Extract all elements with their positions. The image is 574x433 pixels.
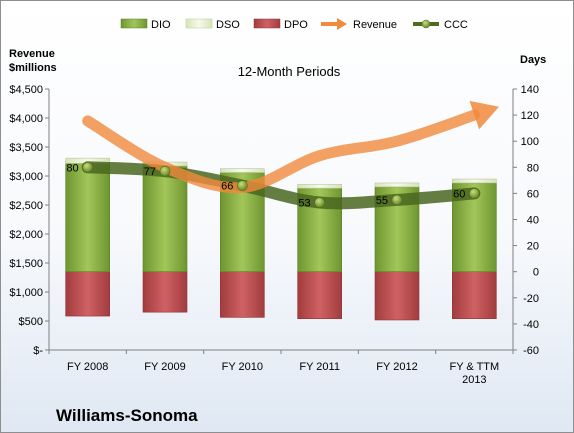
bar-dpo [220, 271, 265, 318]
axes-layer: $- $500 $1,000 $1,500 $2,000 $2,500 $3,000 $3,5… [9, 84, 539, 386]
bar-dpo [452, 271, 497, 319]
right-tick-label: 60 [527, 188, 539, 200]
bars-layer [65, 157, 497, 321]
bar-dso [374, 182, 420, 188]
left-tick-label: $3,000 [9, 171, 43, 183]
legend-label-dpo: DPO [284, 19, 308, 31]
ccc-data-label: 80 [66, 162, 78, 174]
left-tick-label: $- [33, 345, 43, 357]
company-name: Williams-Sonoma [56, 406, 198, 425]
x-category-label: FY 2008 [67, 361, 108, 373]
ccc-data-label: 77 [144, 166, 156, 178]
right-tick-label: 100 [521, 136, 539, 148]
legend-label-dso: DSO [216, 19, 240, 31]
legend-swatch-ccc [413, 19, 439, 29]
x-category-label: FY 2012 [376, 361, 417, 373]
ccc-data-label: 66 [221, 181, 233, 193]
revenue-line [82, 109, 480, 194]
legend-swatch-dio [120, 18, 148, 29]
right-tick-label: 0 [533, 267, 539, 279]
labels-layer: 80 77 66 53 55 60 [66, 162, 480, 210]
bar-dpo [65, 271, 110, 317]
right-tick-label: 120 [521, 110, 539, 122]
x-category-label: FY 2009 [144, 361, 185, 373]
right-tick-label: 40 [527, 215, 539, 227]
ccc-point [159, 165, 171, 177]
right-axis-title: Days [520, 54, 546, 66]
left-tick-label: $2,500 [9, 200, 43, 212]
bar-dso [297, 183, 342, 189]
left-tick-label: $2,000 [9, 229, 43, 241]
bar-dpo [374, 271, 420, 321]
bar-dso [220, 168, 265, 173]
ccc-data-label: 55 [376, 195, 388, 207]
left-tick-label: $4,500 [9, 84, 43, 96]
ccc-data-label: 60 [453, 188, 465, 200]
legend-label-ccc: CCC [444, 19, 468, 31]
left-tick-label: $3,500 [9, 142, 43, 154]
x-category-label-line2: 2013 [462, 374, 486, 386]
right-tick-label: -40 [523, 319, 539, 331]
x-category-label: FY & TTM [449, 361, 499, 373]
left-axis-title-line2: $millions [9, 62, 57, 74]
left-tick-label: $1,000 [9, 287, 43, 299]
ccc-point [82, 162, 93, 173]
ccc-line [81, 161, 481, 210]
ccc-point [237, 180, 248, 191]
left-tick-label: $1,500 [9, 258, 43, 270]
bar-dpo [142, 271, 188, 313]
legend: DIO DSO DPO Revenue CCC [120, 18, 468, 31]
left-axis-title-line1: Revenue [9, 48, 55, 60]
left-tick-label: $4,000 [9, 113, 43, 125]
bar-dio [142, 165, 188, 272]
chart-subtitle: 12-Month Periods [238, 64, 341, 79]
x-category-label: FY 2010 [222, 361, 263, 373]
x-category-label: FY 2011 [299, 361, 340, 373]
ccc-data-label: 53 [298, 198, 310, 210]
lines-layer [81, 100, 499, 210]
legend-swatch-dpo [253, 18, 281, 29]
bar-dio [65, 163, 110, 272]
right-tick-label: 80 [527, 162, 539, 174]
right-tick-label: -20 [523, 293, 539, 305]
right-tick-label: 140 [521, 84, 539, 96]
right-tick-label: -60 [523, 345, 539, 357]
right-tick-label: 20 [527, 241, 539, 253]
ccc-point [314, 197, 325, 208]
legend-label-dio: DIO [151, 19, 171, 31]
bar-dpo [297, 271, 342, 319]
ccc-point [391, 194, 403, 206]
legend-swatch-dso [185, 18, 213, 29]
left-tick-label: $500 [19, 316, 43, 328]
revenue-arrowhead [469, 100, 499, 130]
ccc-point [469, 188, 480, 199]
legend-label-revenue: Revenue [353, 19, 397, 31]
legend-swatch-revenue [321, 18, 347, 30]
bar-dso [452, 178, 497, 184]
